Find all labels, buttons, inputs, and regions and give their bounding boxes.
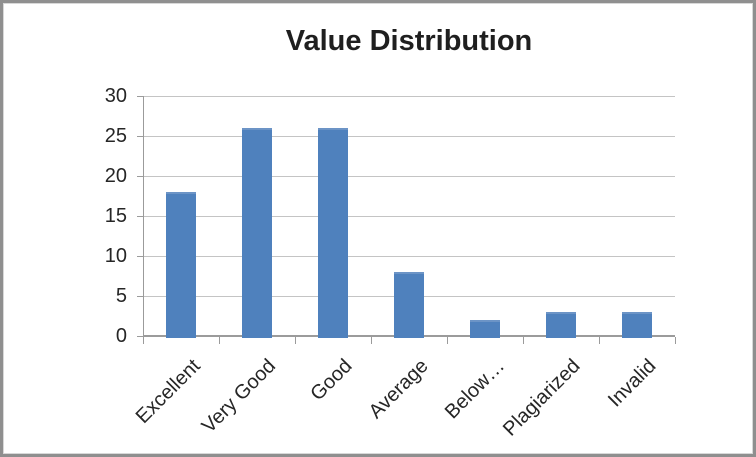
y-tick-label: 25 — [104, 125, 127, 147]
gridline — [143, 96, 675, 97]
x-tick-label: Invalid — [604, 355, 661, 412]
bar — [394, 272, 424, 338]
y-tick — [137, 136, 143, 137]
plot-area: 0 5 10 15 20 25 30 Excellent Very Good Good Averag… — [3, 3, 753, 454]
x-tick — [675, 337, 676, 344]
x-tick-label: Excellent — [131, 355, 205, 428]
y-tick — [137, 336, 143, 337]
bar — [318, 128, 348, 338]
x-tick-label: Average — [364, 355, 433, 423]
gridline — [143, 216, 675, 217]
x-tick — [371, 337, 372, 344]
x-tick — [447, 337, 448, 344]
y-tick — [137, 216, 143, 217]
gridline — [143, 256, 675, 257]
bar — [166, 192, 196, 338]
bar — [470, 320, 500, 338]
bar — [242, 128, 272, 338]
y-tick — [137, 256, 143, 257]
x-tick — [219, 337, 220, 344]
x-tick-label: Good — [306, 355, 357, 406]
y-tick-label: 5 — [115, 285, 127, 307]
y-tick — [137, 96, 143, 97]
y-tick-label: 15 — [104, 205, 127, 227]
y-tick-label: 20 — [104, 165, 127, 187]
x-tick-label: Very Good — [198, 355, 281, 438]
y-tick-label: 30 — [104, 85, 127, 107]
x-tick — [143, 337, 144, 344]
y-tick-label: 0 — [115, 325, 127, 347]
x-tick-label: Below… — [440, 355, 509, 424]
y-tick — [137, 176, 143, 177]
x-tick — [523, 337, 524, 344]
x-tick — [295, 337, 296, 344]
y-axis-line — [143, 96, 144, 336]
bar — [622, 312, 652, 338]
chart-title: Value Distribution — [285, 25, 533, 57]
y-tick — [137, 296, 143, 297]
gridline — [143, 136, 675, 137]
bar — [546, 312, 576, 338]
x-tick — [599, 337, 600, 344]
y-tick-label: 10 — [104, 245, 127, 267]
x-tick-label: Plagiarized — [499, 355, 585, 441]
gridline — [143, 176, 675, 177]
